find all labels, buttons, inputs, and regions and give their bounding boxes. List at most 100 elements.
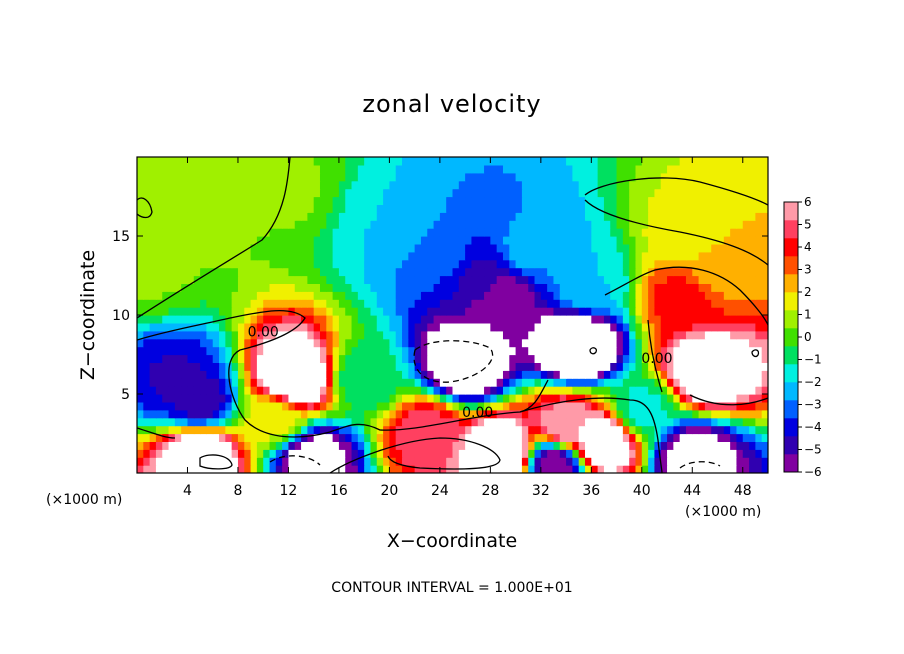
field-cell: [206, 283, 214, 292]
field-cell: [439, 299, 447, 308]
field-cell: [420, 409, 428, 419]
field-cell: [742, 417, 750, 427]
field-cell: [364, 157, 372, 166]
field-cell: [509, 386, 517, 395]
field-cell: [237, 386, 245, 395]
field-cell: [370, 386, 378, 395]
field-cell: [313, 275, 321, 284]
field-cell: [742, 299, 750, 308]
field-cell: [736, 172, 744, 182]
field-cell: [698, 394, 706, 403]
field-cell: [187, 164, 195, 174]
field-cell: [149, 251, 157, 261]
field-cell: [465, 228, 473, 237]
field-cell: [439, 180, 447, 190]
field-cell: [477, 417, 485, 427]
field-cell: [357, 267, 365, 277]
field-cell: [616, 188, 624, 198]
field-cell: [427, 236, 435, 245]
field-cell: [351, 267, 359, 277]
field-cell: [420, 465, 428, 473]
field-cell: [534, 307, 542, 316]
field-cell: [578, 401, 586, 411]
field-cell: [717, 299, 725, 308]
field-cell: [319, 267, 327, 277]
field-cell: [730, 307, 738, 316]
field-cell: [704, 243, 712, 253]
field-cell: [155, 394, 163, 403]
field-cell: [149, 291, 157, 300]
colorbar-swatch: [784, 328, 798, 347]
x-tick-label: 28: [481, 483, 499, 499]
field-cell: [187, 370, 195, 379]
field-cell: [439, 441, 447, 450]
field-cell: [458, 338, 466, 348]
field-cell: [231, 188, 239, 198]
field-cell: [269, 354, 277, 363]
field-cell: [692, 449, 700, 458]
field-cell: [534, 449, 542, 458]
field-cell: [667, 417, 674, 427]
field-cell: [402, 188, 409, 198]
field-cell: [648, 228, 656, 237]
field-cell: [263, 465, 271, 473]
field-cell: [420, 243, 428, 253]
contour-interval-note: CONTOUR INTERVAL = 1.000E+01: [331, 580, 572, 596]
field-cell: [458, 243, 466, 253]
field-cell: [673, 401, 681, 411]
field-cell: [572, 259, 580, 269]
field-cell: [181, 417, 189, 427]
field-cell: [206, 236, 214, 245]
field-cell: [256, 417, 264, 427]
field-cell: [231, 433, 239, 442]
field-cell: [149, 346, 157, 356]
field-cell: [294, 275, 302, 284]
field-cell: [439, 354, 447, 363]
field-cell: [578, 157, 586, 166]
field-cell: [591, 378, 599, 387]
field-cell: [143, 259, 151, 269]
field-cell: [660, 172, 668, 182]
field-cell: [711, 188, 719, 198]
field-cell: [370, 362, 378, 371]
field-cell: [635, 299, 643, 308]
field-cell: [439, 409, 447, 419]
field-cell: [168, 196, 176, 205]
field-cell: [610, 259, 618, 269]
field-cell: [755, 449, 763, 458]
field-cell: [509, 251, 517, 261]
field-cell: [282, 346, 290, 356]
field-cell: [282, 291, 290, 300]
field-cell: [206, 338, 214, 348]
field-cell: [143, 449, 151, 458]
field-cell: [540, 315, 548, 324]
field-cell: [275, 401, 283, 411]
field-cell: [149, 417, 157, 427]
field-cell: [383, 354, 390, 363]
field-cell: [755, 386, 763, 395]
field-cell: [389, 299, 397, 308]
field-cell: [521, 188, 529, 198]
field-cell: [395, 251, 403, 261]
field-cell: [389, 370, 397, 379]
field-cell: [717, 338, 725, 348]
field-cell: [509, 243, 517, 253]
field-cell: [673, 465, 681, 473]
field-cell: [326, 386, 334, 395]
field-cell: [610, 212, 618, 221]
field-cell: [149, 457, 157, 466]
field-cell: [629, 417, 637, 427]
field-cell: [402, 386, 409, 395]
field-cell: [383, 409, 390, 419]
field-cell: [749, 465, 756, 473]
field-cell: [364, 417, 372, 427]
field-cell: [641, 259, 649, 269]
field-cell: [313, 401, 321, 411]
field-cell: [137, 425, 144, 435]
field-cell: [446, 243, 454, 253]
field-cell: [351, 299, 359, 308]
field-cell: [256, 196, 264, 205]
field-cell: [244, 275, 252, 284]
field-cell: [471, 394, 479, 403]
